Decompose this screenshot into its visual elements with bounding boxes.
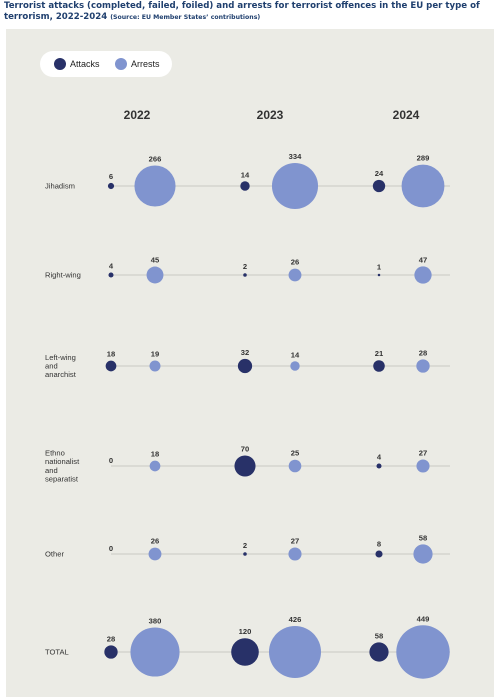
- attack-bubble-right-wing-2023: [243, 273, 247, 277]
- chart-source: (Source: EU Member States’ contributions…: [110, 14, 261, 21]
- arrest-bubble-left-wing-and-anarchist-2022: [149, 360, 161, 372]
- attack-value-other-2023: 2: [243, 541, 247, 550]
- arrest-bubble-ethno-nationalist-and-separatist-2022: [149, 460, 161, 472]
- arrest-value-other-2022: 26: [151, 537, 159, 546]
- attack-value-total-2022: 28: [107, 634, 115, 643]
- attack-bubble-other-2023: [243, 552, 247, 556]
- arrest-value-right-wing-2023: 26: [291, 258, 299, 267]
- arrest-bubble-other-2024: [413, 544, 433, 564]
- arrest-value-jihadism-2024: 289: [417, 154, 430, 163]
- arrest-bubble-jihadism-2023: [271, 162, 319, 210]
- row-label-other: Other: [45, 550, 64, 559]
- attack-value-ethno-nationalist-and-separatist-2024: 4: [377, 452, 382, 461]
- year-label-2024: 2024: [393, 108, 420, 122]
- attack-bubble-total-2024: [369, 642, 389, 662]
- arrest-bubble-jihadism-2022: [134, 165, 176, 207]
- attack-value-left-wing-and-anarchist-2023: 32: [241, 348, 249, 357]
- row-label-right-wing: Right-wing: [45, 271, 81, 280]
- row-label-ethno-nationalist-and-separatist: and: [45, 466, 58, 475]
- attack-value-ethno-nationalist-and-separatist-2022: 0: [109, 456, 113, 465]
- arrest-value-left-wing-and-anarchist-2022: 19: [151, 350, 159, 359]
- arrest-bubble-right-wing-2024: [414, 266, 432, 284]
- arrest-bubble-jihadism-2024: [401, 164, 445, 208]
- arrest-bubble-other-2022: [148, 547, 162, 561]
- attack-bubble-ethno-nationalist-and-separatist-2024: [376, 463, 382, 469]
- arrest-bubble-ethno-nationalist-and-separatist-2024: [416, 459, 430, 473]
- arrest-bubble-total-2023: [268, 625, 322, 679]
- row-label-left-wing-and-anarchist: Left-wing: [45, 353, 76, 362]
- attack-value-jihadism-2022: 6: [109, 172, 113, 181]
- arrest-value-left-wing-and-anarchist-2023: 14: [291, 350, 300, 359]
- attack-value-ethno-nationalist-and-separatist-2023: 70: [241, 444, 249, 453]
- attack-value-jihadism-2023: 14: [241, 170, 250, 179]
- arrest-value-other-2023: 27: [291, 536, 299, 545]
- row-label-ethno-nationalist-and-separatist: separatist: [45, 474, 79, 483]
- legend: Attacks Arrests: [40, 51, 172, 77]
- legend-attacks-swatch: [54, 58, 66, 70]
- arrest-value-ethno-nationalist-and-separatist-2022: 18: [151, 450, 159, 459]
- arrest-bubble-left-wing-and-anarchist-2024: [416, 359, 430, 373]
- attack-value-other-2022: 0: [109, 544, 113, 553]
- attack-bubble-other-2024: [375, 550, 383, 558]
- attack-bubble-left-wing-and-anarchist-2023: [237, 358, 253, 374]
- arrest-value-total-2022: 380: [149, 616, 162, 625]
- arrest-value-jihadism-2023: 334: [289, 152, 302, 161]
- arrest-bubble-total-2022: [130, 627, 180, 677]
- arrest-value-total-2024: 449: [417, 614, 430, 623]
- year-label-2023: 2023: [257, 108, 284, 122]
- attack-bubble-jihadism-2023: [240, 181, 250, 191]
- arrest-value-right-wing-2024: 47: [419, 255, 427, 264]
- legend-attacks-label: Attacks: [70, 59, 100, 69]
- attack-value-total-2023: 120: [239, 627, 252, 636]
- attack-value-right-wing-2024: 1: [377, 263, 382, 272]
- attack-bubble-jihadism-2022: [107, 182, 115, 190]
- attack-value-total-2024: 58: [375, 631, 383, 640]
- chart-title: Terrorist attacks (completed, failed, fo…: [4, 1, 494, 23]
- attack-value-right-wing-2023: 2: [243, 262, 247, 271]
- attack-bubble-ethno-nationalist-and-separatist-2023: [234, 455, 256, 477]
- attack-bubble-right-wing-2022: [108, 272, 114, 278]
- attack-bubble-right-wing-2024: [377, 273, 381, 277]
- arrest-bubble-left-wing-and-anarchist-2023: [290, 361, 300, 371]
- attack-value-jihadism-2024: 24: [375, 169, 384, 178]
- legend-arrests-label: Arrests: [131, 59, 160, 69]
- arrest-value-right-wing-2022: 45: [151, 256, 160, 265]
- arrest-bubble-right-wing-2023: [288, 268, 302, 282]
- arrest-value-jihadism-2022: 266: [149, 154, 162, 163]
- arrest-value-ethno-nationalist-and-separatist-2023: 25: [291, 449, 300, 458]
- arrest-value-ethno-nationalist-and-separatist-2024: 27: [419, 448, 427, 457]
- chart-title-text: Terrorist attacks (completed, failed, fo…: [4, 1, 480, 22]
- attack-value-other-2024: 8: [377, 539, 381, 548]
- attack-value-left-wing-and-anarchist-2024: 21: [375, 349, 384, 358]
- legend-arrests-swatch: [115, 58, 127, 70]
- arrest-value-other-2024: 58: [419, 533, 427, 542]
- row-label-ethno-nationalist-and-separatist: Ethno: [45, 449, 65, 458]
- arrest-bubble-right-wing-2022: [146, 266, 164, 284]
- arrest-value-total-2023: 426: [289, 615, 302, 624]
- arrest-bubble-total-2024: [396, 625, 450, 679]
- attack-value-right-wing-2022: 4: [109, 261, 114, 270]
- arrest-bubble-ethno-nationalist-and-separatist-2023: [288, 459, 302, 473]
- attack-bubble-total-2022: [104, 645, 118, 659]
- attack-bubble-jihadism-2024: [372, 179, 386, 193]
- attack-bubble-left-wing-and-anarchist-2022: [105, 360, 117, 372]
- row-label-jihadism: Jihadism: [45, 182, 75, 191]
- row-label-total: TOTAL: [45, 648, 69, 657]
- arrest-value-left-wing-and-anarchist-2024: 28: [419, 348, 427, 357]
- arrest-bubble-other-2023: [288, 547, 302, 561]
- row-label-left-wing-and-anarchist: and: [45, 362, 58, 371]
- attack-value-left-wing-and-anarchist-2022: 18: [107, 350, 115, 359]
- attack-bubble-left-wing-and-anarchist-2024: [373, 360, 385, 372]
- row-label-ethno-nationalist-and-separatist: nationalist: [45, 457, 80, 466]
- attack-bubble-total-2023: [231, 638, 259, 666]
- row-label-left-wing-and-anarchist: anarchist: [45, 370, 77, 379]
- year-label-2022: 2022: [124, 108, 151, 122]
